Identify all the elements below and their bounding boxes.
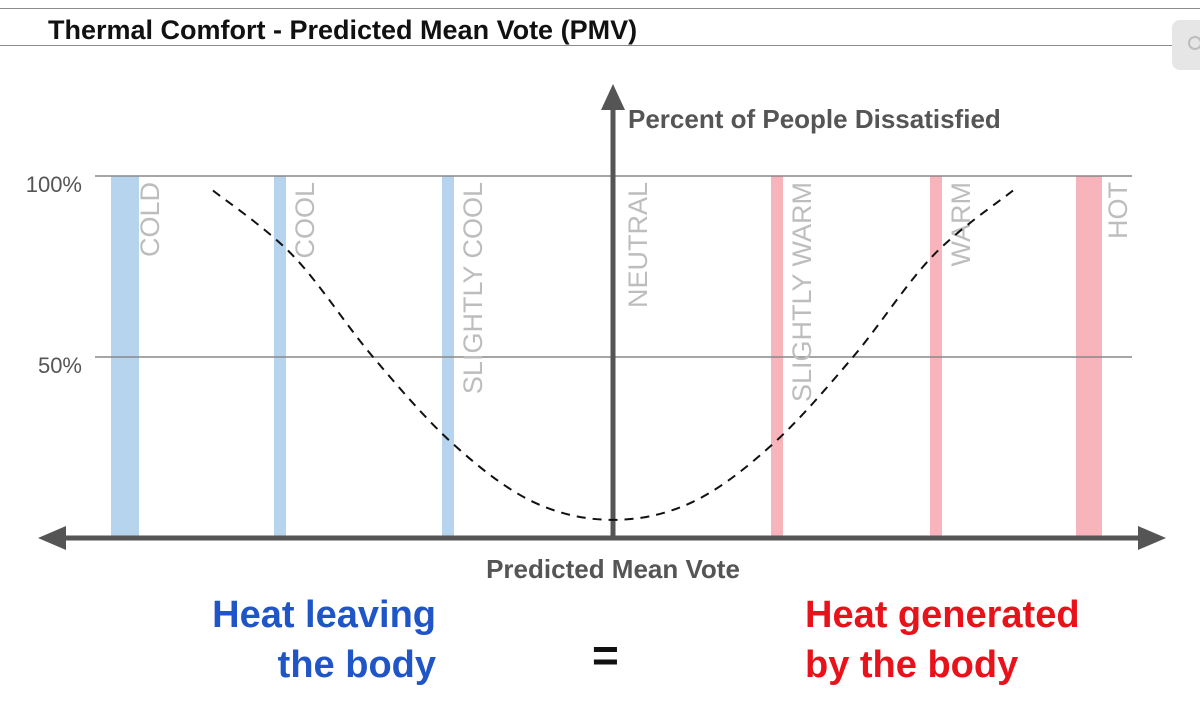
band-label-slightly-cool: SLIGHTLY COOL [458, 182, 488, 394]
heat-leaving-line-2: the body [277, 644, 436, 686]
band-label-warm: WARM [946, 182, 976, 266]
circle-icon [1188, 36, 1200, 50]
heat-leaving-text: Heat leaving the body [212, 590, 436, 690]
corner-control-button[interactable] [1172, 20, 1200, 70]
y-axis-label: Percent of People Dissatisfied [628, 104, 1001, 134]
x-axis-label: Predicted Mean Vote [486, 554, 740, 584]
heat-generated-text: Heat generated by the body [805, 590, 1080, 690]
ppd-curve [212, 189, 1014, 521]
band-label-cool: COOL [290, 182, 320, 259]
band-label-slightly-warm: SLIGHTLY WARM [787, 182, 817, 402]
heat-leaving-line-1: Heat leaving [212, 594, 436, 636]
y-tick-label-100: 100% [26, 172, 82, 197]
title-bar: Thermal Comfort - Predicted Mean Vote (P… [0, 8, 1200, 46]
x-axis-left-arrow [38, 526, 66, 550]
page-title: Thermal Comfort - Predicted Mean Vote (P… [48, 15, 638, 45]
band-label-neutral: NEUTRAL [623, 182, 653, 308]
y-axis-arrow [601, 84, 625, 110]
heat-generated-line-1: Heat generated [805, 594, 1080, 636]
band-label-hot: HOT [1103, 182, 1133, 239]
x-axis-right-arrow [1138, 526, 1166, 550]
band-label-cold: COLD [135, 182, 165, 257]
y-tick-label-50: 50% [38, 353, 82, 378]
equals-sign: = [592, 629, 619, 681]
heat-generated-line-2: by the body [805, 644, 1019, 686]
